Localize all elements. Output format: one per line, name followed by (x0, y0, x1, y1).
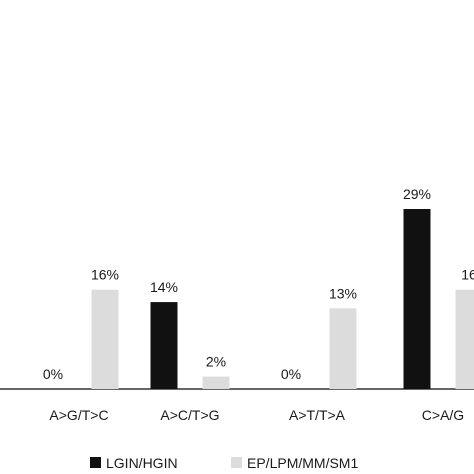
bar-series1-1 (150, 302, 178, 389)
legend: LGIN/HGIN EP/LPM/MM/SM1 (90, 455, 358, 471)
bar-series2-1 (202, 376, 230, 389)
bar-series2-2 (329, 308, 357, 389)
legend-swatch-series2 (231, 457, 242, 468)
data-label-series1-1: 14% (150, 279, 178, 295)
legend-label-series1: LGIN/HGIN (106, 455, 178, 471)
data-label-series2-3: 16 (461, 267, 474, 283)
data-label-series2-0: 16% (91, 267, 119, 283)
data-label-series2-2: 13% (329, 285, 357, 301)
x-tick-label-3: C>A/G (422, 407, 464, 423)
x-tick-label-2: A>T/T>A (289, 407, 346, 423)
data-label-series1-3: 29% (403, 186, 431, 202)
x-tick-label-0: A>G/T>C (49, 407, 108, 423)
bar-series2-0 (91, 289, 119, 389)
x-tick-labels: A>G/T>C A>C/T>G A>T/T>A C>A/G (49, 407, 464, 423)
bar-series2-3 (455, 289, 474, 389)
data-label-series1-2: 0% (281, 366, 301, 382)
data-labels: 0% 14% 0% 29% 16% 2% 13% 16 (43, 186, 474, 382)
bars (91, 209, 474, 389)
legend-swatch-series1 (90, 457, 101, 468)
legend-label-series2: EP/LPM/MM/SM1 (247, 455, 358, 471)
x-tick-label-1: A>C/T>G (160, 407, 219, 423)
data-label-series1-0: 0% (43, 366, 63, 382)
bar-series1-3 (403, 209, 431, 389)
data-label-series2-1: 2% (206, 354, 226, 370)
